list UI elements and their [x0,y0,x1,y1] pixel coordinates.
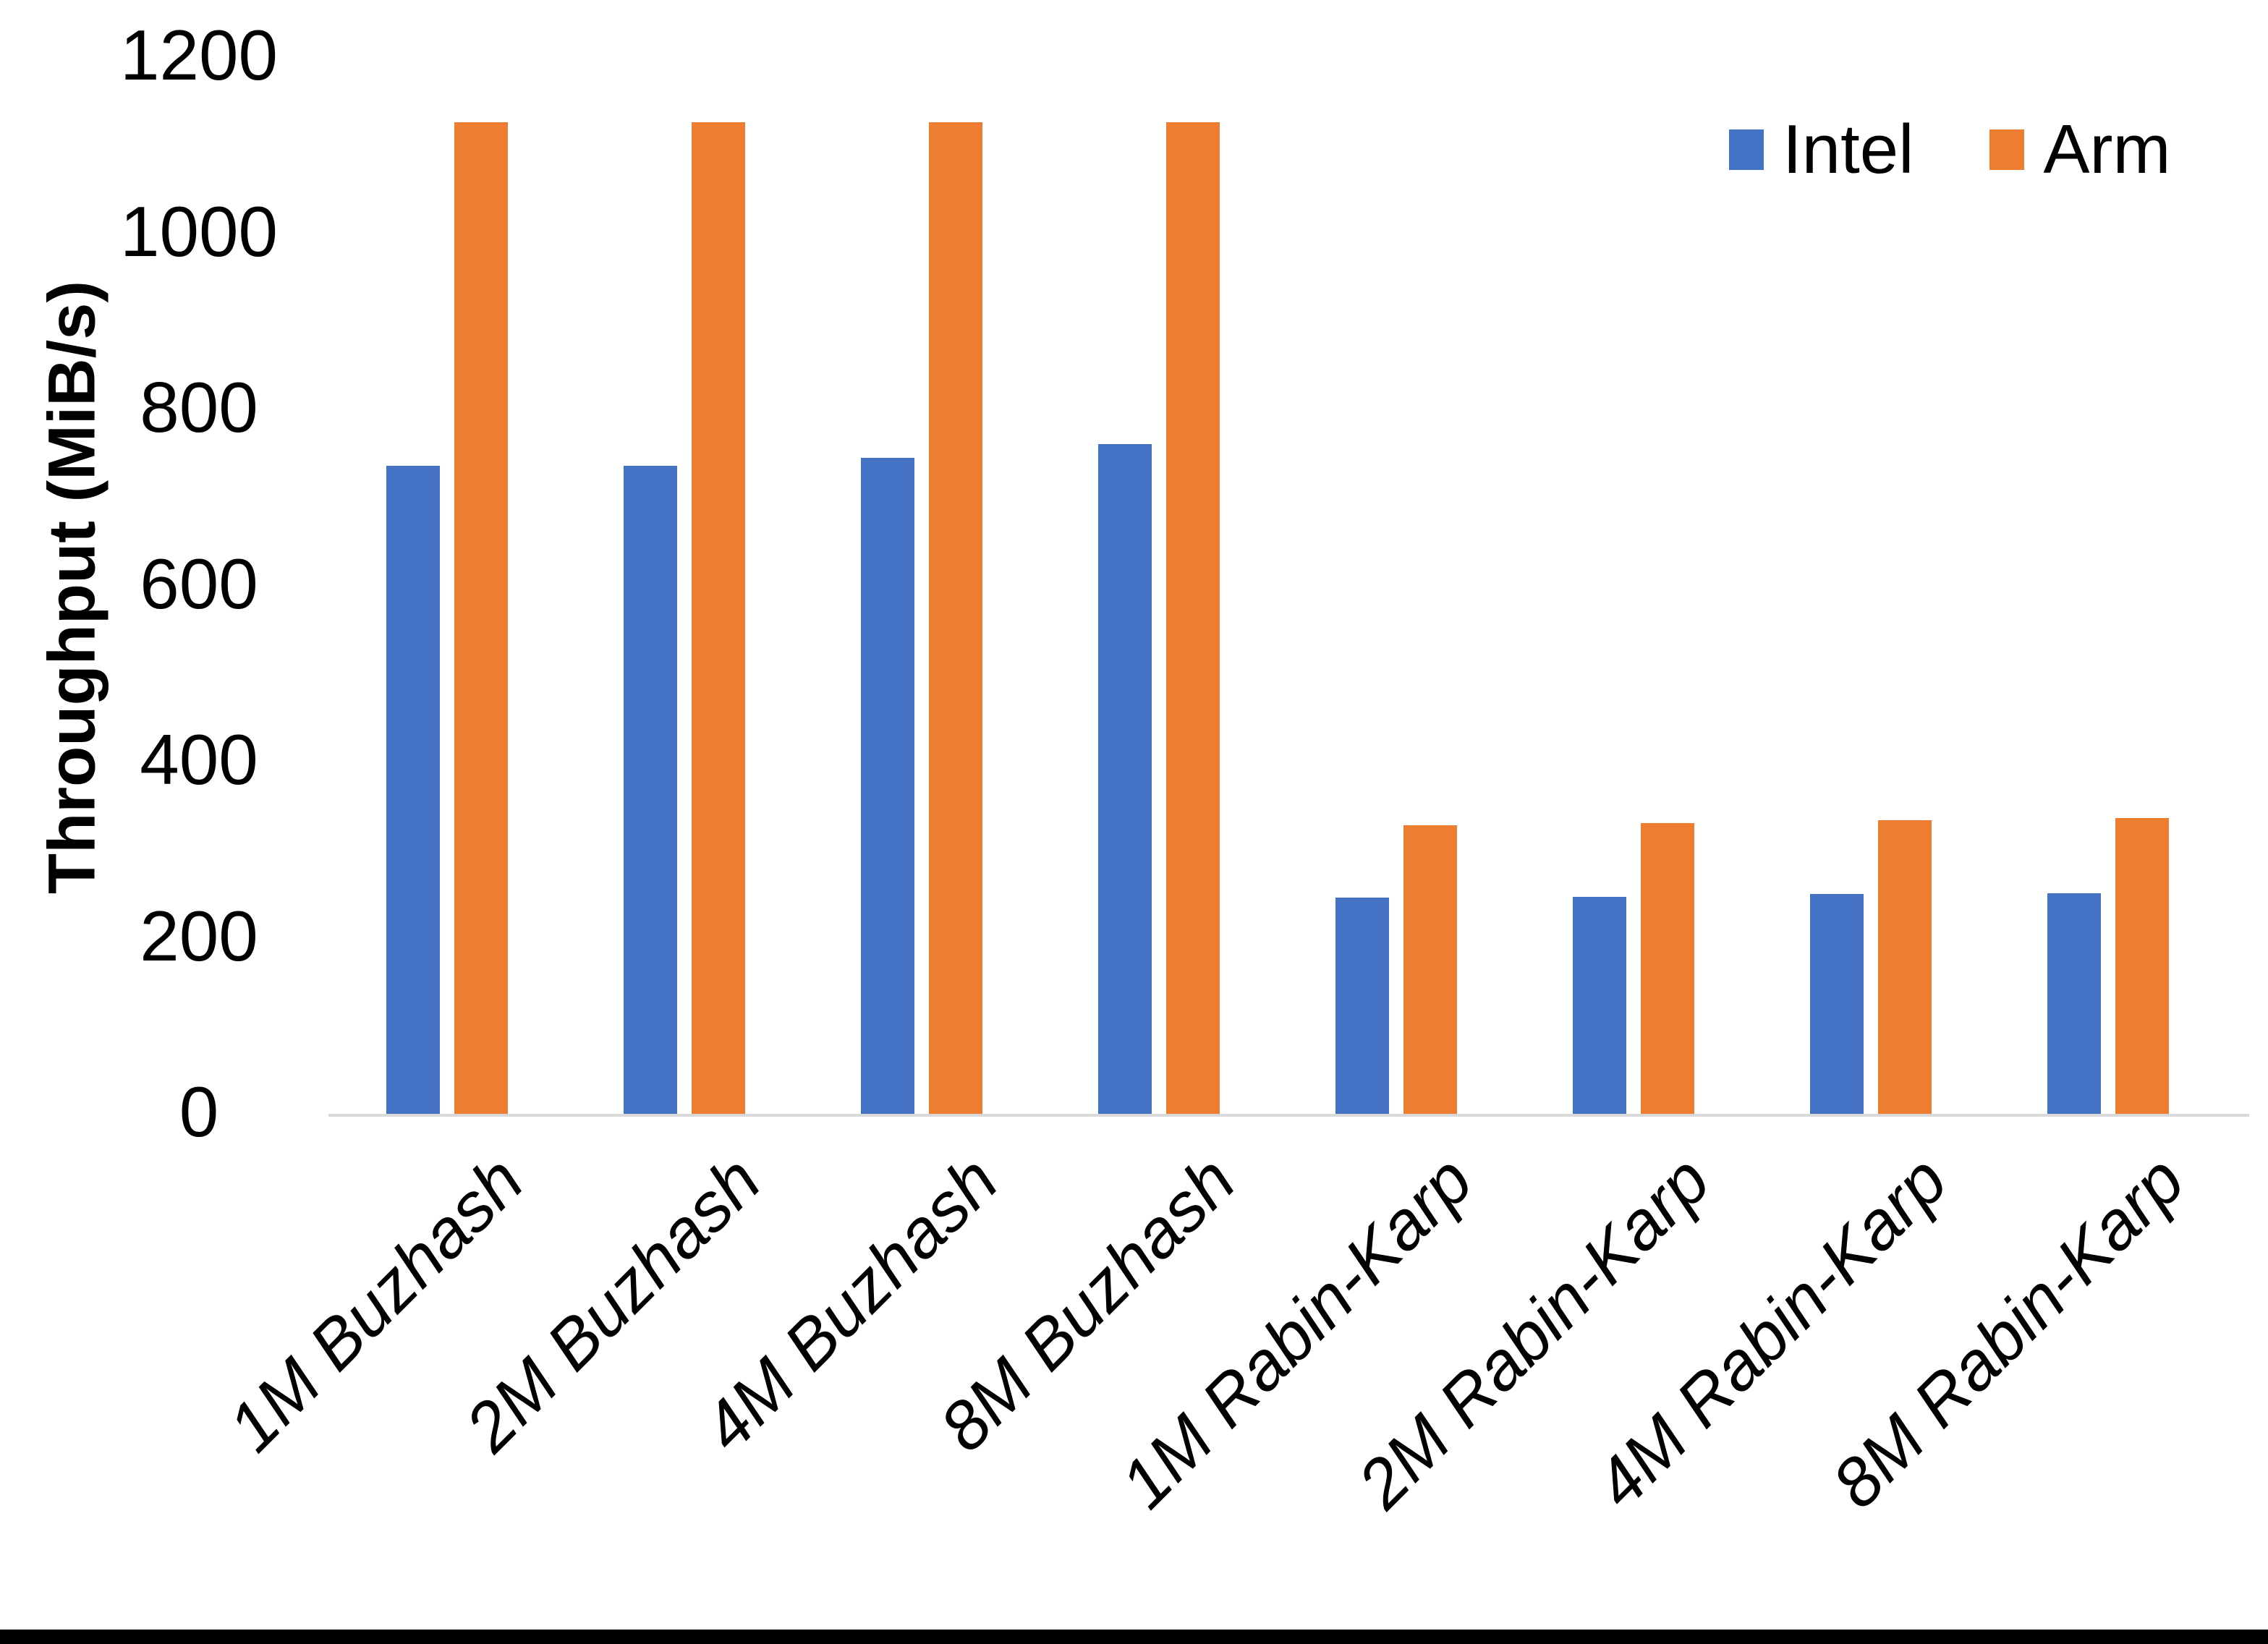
bar-group-4m-buzhash [803,59,1040,1115]
bar-arm-4m-buzhash [929,122,982,1115]
bottom-border [0,1630,2268,1644]
bar-intel-1m-buzhash [386,465,440,1115]
legend-label-arm: Arm [2043,111,2171,188]
bar-group-2m-rabin-karp [1515,59,1752,1115]
bar-arm-1m-rabin-karp [1403,825,1457,1115]
legend-item-arm: Arm [1989,110,2170,189]
plot-area [328,59,2249,1117]
legend-item-intel: Intel [1729,110,1914,189]
bar-intel-8m-rabin-karp [2047,893,2101,1115]
bar-arm-8m-buzhash [1166,122,1220,1115]
bar-intel-2m-rabin-karp [1573,897,1626,1115]
y-tick-label-1200: 1200 [119,14,278,95]
y-tick-label-800: 800 [140,367,258,447]
bar-group-8m-buzhash [1040,59,1278,1115]
legend: Intel Arm [1729,110,2170,189]
x-label-wrap-7: 8M Rabin-Karp [0,1141,2199,1523]
y-tick-label-600: 600 [140,543,258,623]
x-axis-line [328,1114,2249,1117]
bar-group-1m-rabin-karp [1278,59,1515,1115]
bar-intel-2m-buzhash [624,465,677,1115]
bar-group-1m-buzhash [328,59,566,1115]
y-tick-label-0: 0 [179,1071,219,1151]
bar-arm-1m-buzhash [454,122,508,1115]
bar-group-4m-rabin-karp [1752,59,1989,1115]
bar-arm-2m-rabin-karp [1641,822,1694,1115]
legend-swatch-intel [1729,129,1764,170]
legend-swatch-arm [1989,129,2025,170]
bar-arm-4m-rabin-karp [1878,820,1932,1115]
bar-group-8m-rabin-karp [1989,59,2227,1115]
bar-intel-4m-buzhash [861,457,914,1115]
y-tick-label-400: 400 [140,719,258,799]
bar-intel-1m-rabin-karp [1335,898,1389,1115]
bar-intel-8m-buzhash [1098,444,1152,1115]
y-tick-label-200: 200 [140,895,258,976]
y-tick-label-1000: 1000 [119,191,278,271]
bar-group-2m-buzhash [566,59,803,1115]
bar-arm-2m-buzhash [692,122,745,1115]
bar-arm-8m-rabin-karp [2115,817,2169,1115]
x-category-label-8m-rabin-karp: 8M Rabin-Karp [1817,1141,2199,1523]
bar-intel-4m-rabin-karp [1810,894,1864,1115]
legend-label-intel: Intel [1783,111,1914,188]
